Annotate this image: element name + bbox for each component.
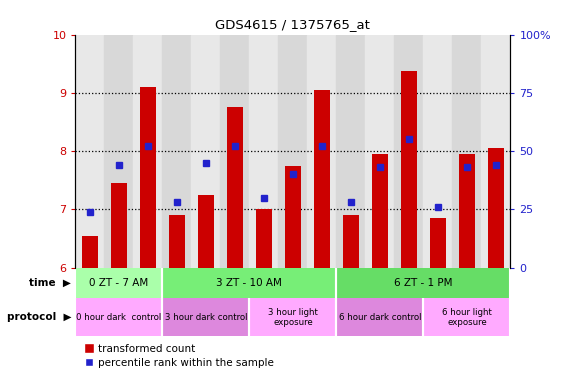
Bar (459, 154, 475, 268)
Text: 6 hour light
exposure: 6 hour light exposure (442, 308, 492, 327)
Bar (249, 298, 336, 336)
Bar (82, 236, 98, 268)
Text: time  ▶: time ▶ (29, 278, 71, 288)
Text: 0 hour dark  control: 0 hour dark control (77, 313, 161, 322)
Bar (285, 166, 301, 268)
Text: 0 ZT - 7 AM: 0 ZT - 7 AM (89, 278, 148, 288)
Text: 6 ZT - 1 PM: 6 ZT - 1 PM (394, 278, 452, 288)
Bar (111, 183, 127, 268)
Bar (394, 35, 423, 268)
Bar (75, 298, 162, 336)
Bar (307, 35, 336, 268)
Text: 3 hour dark control: 3 hour dark control (165, 313, 247, 322)
Bar (488, 148, 504, 268)
Bar (227, 108, 243, 268)
Bar (314, 90, 330, 268)
Bar (336, 35, 365, 268)
Bar (104, 35, 133, 268)
Bar (452, 35, 481, 268)
Bar (249, 35, 278, 268)
Text: protocol  ▶: protocol ▶ (6, 312, 71, 322)
Bar (423, 35, 452, 268)
Text: 6 hour dark control: 6 hour dark control (339, 313, 421, 322)
Text: 3 hour light
exposure: 3 hour light exposure (268, 308, 318, 327)
Bar (75, 268, 162, 298)
Bar (133, 35, 162, 268)
Bar (336, 268, 510, 298)
Title: GDS4615 / 1375765_at: GDS4615 / 1375765_at (215, 18, 371, 31)
Text: 3 ZT - 10 AM: 3 ZT - 10 AM (216, 278, 282, 288)
Bar (423, 298, 510, 336)
Bar (198, 195, 214, 268)
Bar (343, 215, 359, 268)
Bar (162, 298, 249, 336)
Bar (336, 298, 423, 336)
Bar (372, 154, 388, 268)
Bar (278, 35, 307, 268)
Bar (140, 87, 156, 268)
Bar (430, 218, 446, 268)
Bar (256, 209, 272, 268)
Bar (162, 35, 191, 268)
Bar (365, 35, 394, 268)
Bar (481, 35, 510, 268)
Bar (75, 35, 104, 268)
Bar (169, 215, 185, 268)
Bar (162, 268, 336, 298)
Bar (220, 35, 249, 268)
Legend: transformed count, percentile rank within the sample: transformed count, percentile rank withi… (81, 339, 278, 372)
Bar (401, 71, 417, 268)
Bar (191, 35, 220, 268)
